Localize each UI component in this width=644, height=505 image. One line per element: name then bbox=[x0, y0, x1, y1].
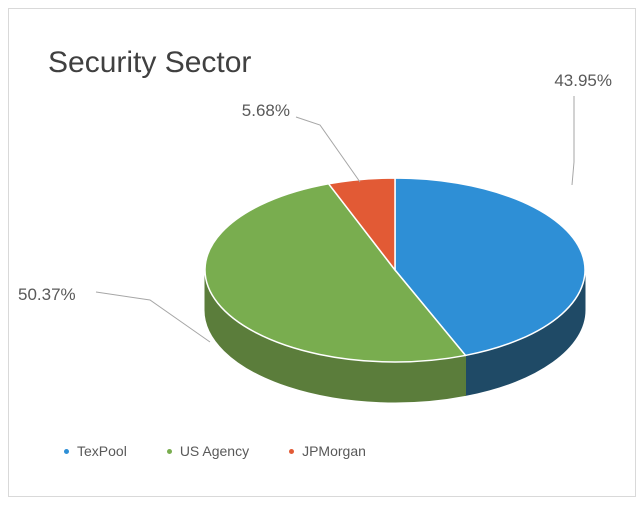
leader-line-texpool bbox=[571, 96, 575, 186]
legend-label-texpool: TexPool bbox=[77, 443, 127, 459]
legend-label-jpmorgan: JPMorgan bbox=[302, 443, 366, 459]
data-label-texpool: 43.95% bbox=[554, 71, 612, 90]
legend-item-us-agency: US Agency bbox=[166, 443, 250, 459]
legend-label-us-agency: US Agency bbox=[179, 443, 250, 459]
legend-marker-texpool bbox=[64, 448, 69, 454]
pie-top-group bbox=[204, 177, 586, 363]
leader-line-jpmorgan bbox=[295, 116, 361, 183]
pie-slice-texpool bbox=[394, 177, 586, 357]
leader-line-us-agency bbox=[95, 291, 211, 343]
legend-item-texpool: TexPool bbox=[64, 443, 127, 459]
chart-title: Security Sector bbox=[48, 46, 252, 79]
legend-item-jpmorgan: JPMorgan bbox=[289, 443, 366, 459]
legend-marker-us-agency bbox=[166, 448, 172, 454]
pie-slice-jpmorgan bbox=[327, 177, 396, 273]
legend-marker-jpmorgan bbox=[289, 448, 295, 454]
legend: TexPool US Agency JPMorgan bbox=[64, 443, 366, 459]
pie-slice-us-agency bbox=[204, 182, 467, 363]
data-label-jpmorgan: 5.68% bbox=[242, 101, 290, 120]
data-label-us-agency: 50.37% bbox=[18, 285, 76, 304]
pie-label-group: 43.95% 50.37% 5.68% bbox=[18, 71, 612, 343]
